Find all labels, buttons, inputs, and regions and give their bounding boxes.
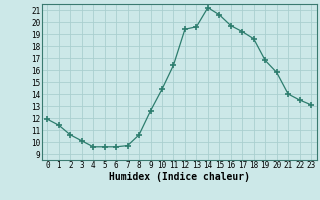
X-axis label: Humidex (Indice chaleur): Humidex (Indice chaleur) bbox=[109, 172, 250, 182]
